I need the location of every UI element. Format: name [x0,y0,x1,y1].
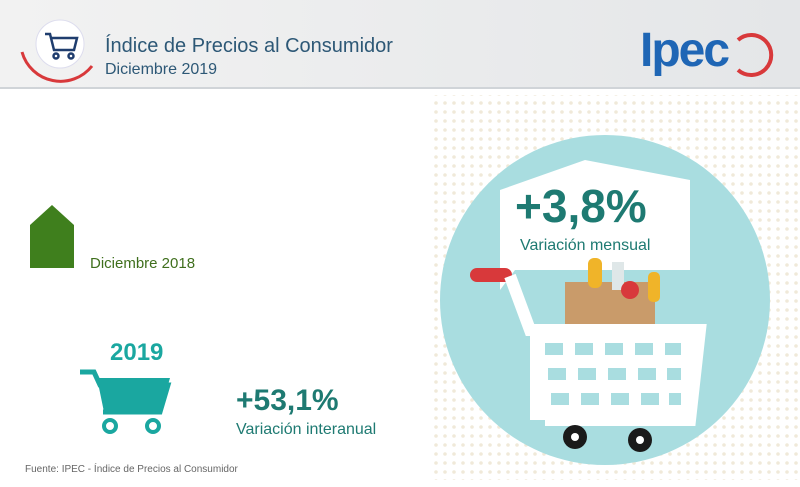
big-cart [470,268,707,452]
header-title: Índice de Precios al Consumidor [105,34,393,57]
bottle [612,262,624,290]
logo: Ipec [640,24,729,77]
callout [500,160,690,290]
icon-arc [20,51,94,83]
logo-arc [736,33,774,77]
annual-value: +53,1% [236,384,339,417]
monthly-label: Variación mensual [520,237,650,254]
grocery-bag [565,282,655,332]
house-icon [30,205,74,268]
header-cart [45,32,79,60]
bread [588,258,602,288]
bread2 [648,272,660,302]
annual-label: Variación interanual [236,421,376,438]
reference-label: Diciembre 2018 [90,255,195,272]
annual-year: 2019 [110,339,163,366]
annual-cart [80,369,172,434]
icon-circle [35,19,85,69]
header-subtitle: Diciembre 2019 [105,61,217,78]
monthly-value: +3,8% [515,180,647,232]
footer-source: Fuente: IPEC - Índice de Precios al Cons… [25,462,239,475]
header-bg [0,0,800,88]
tomato [621,281,639,299]
